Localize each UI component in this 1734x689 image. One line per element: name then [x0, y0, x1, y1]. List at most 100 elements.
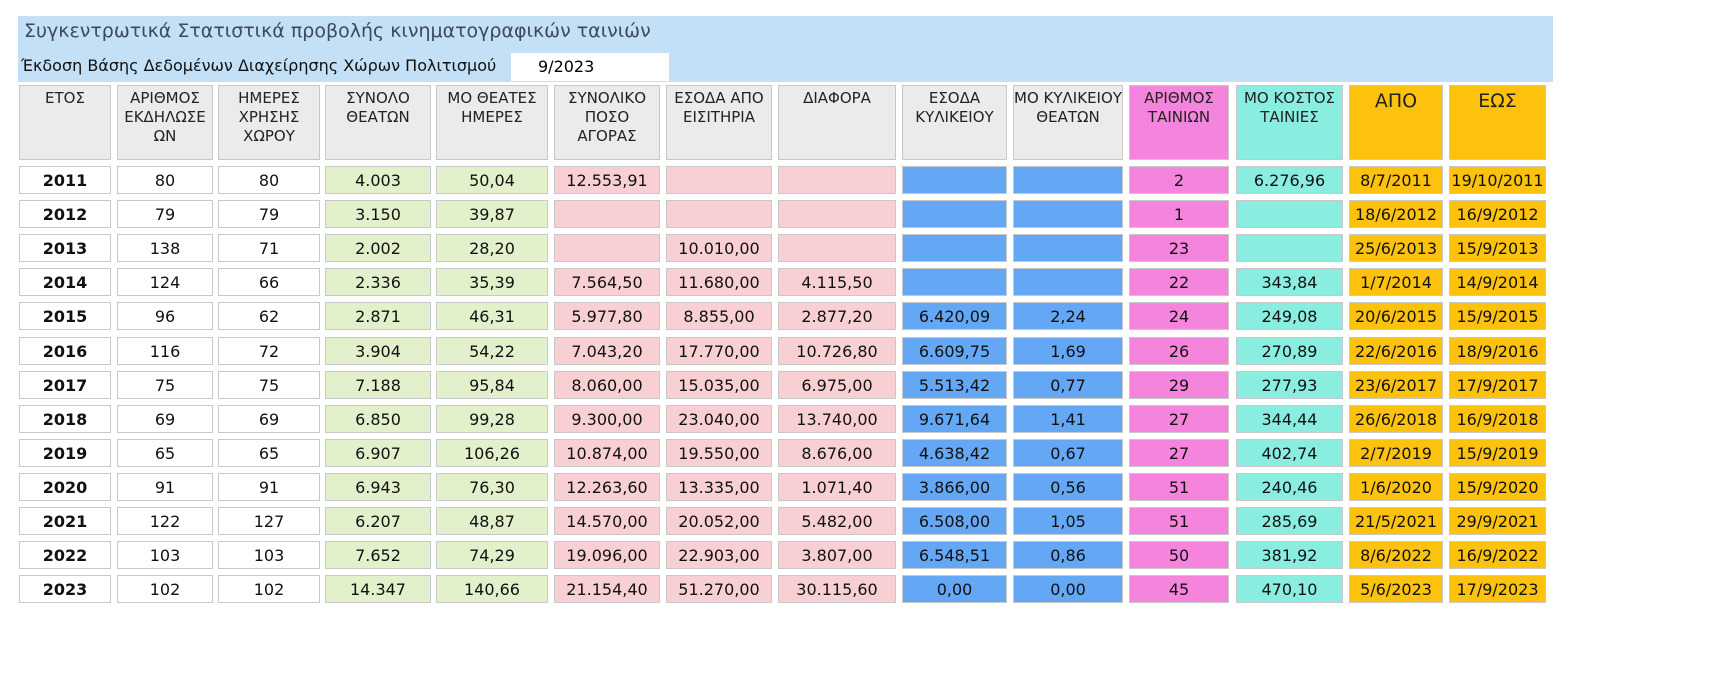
data-cell[interactable]: 19/10/2011 [1449, 166, 1546, 194]
data-cell[interactable]: 54,22 [436, 336, 548, 365]
data-cell[interactable]: 277,93 [1236, 370, 1343, 399]
year-cell[interactable]: 2017 [19, 370, 111, 399]
data-cell[interactable]: 1,69 [1013, 336, 1123, 365]
version-field[interactable]: 9/2023 [511, 53, 669, 81]
data-cell[interactable]: 2.002 [325, 234, 431, 263]
data-cell[interactable]: 13.740,00 [778, 404, 896, 433]
data-cell[interactable]: 16/9/2012 [1449, 200, 1546, 229]
data-cell[interactable]: 25/6/2013 [1349, 234, 1443, 263]
data-cell[interactable]: 4.115,50 [778, 268, 896, 297]
data-cell[interactable]: 0,56 [1013, 472, 1123, 501]
data-cell[interactable]: 23 [1129, 234, 1229, 263]
data-cell[interactable]: 29/9/2021 [1449, 507, 1546, 535]
data-cell[interactable] [1236, 234, 1343, 263]
data-cell[interactable]: 74,29 [436, 541, 548, 570]
data-cell[interactable]: 91 [117, 472, 213, 501]
data-cell[interactable] [902, 166, 1007, 194]
data-cell[interactable]: 18/9/2016 [1449, 336, 1546, 365]
data-cell[interactable]: 402,74 [1236, 438, 1343, 467]
data-cell[interactable]: 20.052,00 [666, 507, 772, 535]
data-cell[interactable]: 62 [218, 302, 320, 331]
data-cell[interactable]: 50 [1129, 541, 1229, 570]
data-cell[interactable]: 91 [218, 472, 320, 501]
data-cell[interactable]: 9.671,64 [902, 404, 1007, 433]
data-cell[interactable]: 6.975,00 [778, 370, 896, 399]
data-cell[interactable]: 79 [218, 200, 320, 229]
data-cell[interactable]: 2,24 [1013, 302, 1123, 331]
data-cell[interactable] [554, 200, 660, 229]
data-cell[interactable]: 16/9/2018 [1449, 404, 1546, 433]
data-cell[interactable]: 15/9/2020 [1449, 472, 1546, 501]
data-cell[interactable]: 0,00 [902, 575, 1007, 604]
year-cell[interactable]: 2020 [19, 472, 111, 501]
data-cell[interactable]: 28,20 [436, 234, 548, 263]
data-cell[interactable]: 106,26 [436, 438, 548, 467]
data-cell[interactable] [778, 200, 896, 229]
data-cell[interactable]: 23/6/2017 [1349, 370, 1443, 399]
data-cell[interactable]: 24 [1129, 302, 1229, 331]
data-cell[interactable]: 1,05 [1013, 507, 1123, 535]
data-cell[interactable]: 6.609,75 [902, 336, 1007, 365]
data-cell[interactable]: 69 [117, 404, 213, 433]
data-cell[interactable]: 17.770,00 [666, 336, 772, 365]
data-cell[interactable]: 99,28 [436, 404, 548, 433]
data-cell[interactable]: 0,77 [1013, 370, 1123, 399]
data-cell[interactable]: 8.060,00 [554, 370, 660, 399]
data-cell[interactable]: 5/6/2023 [1349, 575, 1443, 604]
data-cell[interactable]: 8.676,00 [778, 438, 896, 467]
data-cell[interactable]: 6.508,00 [902, 507, 1007, 535]
data-cell[interactable]: 140,66 [436, 575, 548, 604]
data-cell[interactable]: 381,92 [1236, 541, 1343, 570]
year-cell[interactable]: 2012 [19, 200, 111, 229]
data-cell[interactable]: 343,84 [1236, 268, 1343, 297]
data-cell[interactable]: 15/9/2019 [1449, 438, 1546, 467]
data-cell[interactable]: 1,41 [1013, 404, 1123, 433]
data-cell[interactable]: 102 [117, 575, 213, 604]
data-cell[interactable]: 103 [218, 541, 320, 570]
data-cell[interactable]: 29 [1129, 370, 1229, 399]
data-cell[interactable]: 6.943 [325, 472, 431, 501]
data-cell[interactable]: 19.096,00 [554, 541, 660, 570]
data-cell[interactable]: 14.347 [325, 575, 431, 604]
data-cell[interactable]: 11.680,00 [666, 268, 772, 297]
data-cell[interactable]: 23.040,00 [666, 404, 772, 433]
data-cell[interactable]: 27 [1129, 438, 1229, 467]
data-cell[interactable] [1013, 166, 1123, 194]
data-cell[interactable]: 30.115,60 [778, 575, 896, 604]
data-cell[interactable]: 46,31 [436, 302, 548, 331]
data-cell[interactable]: 285,69 [1236, 507, 1343, 535]
data-cell[interactable]: 2.336 [325, 268, 431, 297]
data-cell[interactable]: 13.335,00 [666, 472, 772, 501]
data-cell[interactable]: 6.207 [325, 507, 431, 535]
data-cell[interactable]: 69 [218, 404, 320, 433]
data-cell[interactable]: 12.263,60 [554, 472, 660, 501]
data-cell[interactable]: 5.482,00 [778, 507, 896, 535]
data-cell[interactable]: 1/7/2014 [1349, 268, 1443, 297]
data-cell[interactable]: 26/6/2018 [1349, 404, 1443, 433]
data-cell[interactable]: 3.150 [325, 200, 431, 229]
data-cell[interactable]: 65 [117, 438, 213, 467]
data-cell[interactable] [554, 234, 660, 263]
data-cell[interactable]: 14.570,00 [554, 507, 660, 535]
data-cell[interactable]: 51 [1129, 507, 1229, 535]
year-cell[interactable]: 2018 [19, 404, 111, 433]
data-cell[interactable]: 50,04 [436, 166, 548, 194]
data-cell[interactable]: 6.907 [325, 438, 431, 467]
data-cell[interactable]: 8/6/2022 [1349, 541, 1443, 570]
data-cell[interactable]: 10.726,80 [778, 336, 896, 365]
data-cell[interactable]: 66 [218, 268, 320, 297]
data-cell[interactable]: 124 [117, 268, 213, 297]
year-cell[interactable]: 2023 [19, 575, 111, 604]
year-cell[interactable]: 2019 [19, 438, 111, 467]
data-cell[interactable] [902, 268, 1007, 297]
data-cell[interactable]: 48,87 [436, 507, 548, 535]
data-cell[interactable]: 3.807,00 [778, 541, 896, 570]
data-cell[interactable]: 0,67 [1013, 438, 1123, 467]
data-cell[interactable]: 8/7/2011 [1349, 166, 1443, 194]
data-cell[interactable]: 15/9/2013 [1449, 234, 1546, 263]
data-cell[interactable]: 0,00 [1013, 575, 1123, 604]
data-cell[interactable] [666, 166, 772, 194]
data-cell[interactable]: 2.877,20 [778, 302, 896, 331]
data-cell[interactable]: 18/6/2012 [1349, 200, 1443, 229]
data-cell[interactable]: 344,44 [1236, 404, 1343, 433]
